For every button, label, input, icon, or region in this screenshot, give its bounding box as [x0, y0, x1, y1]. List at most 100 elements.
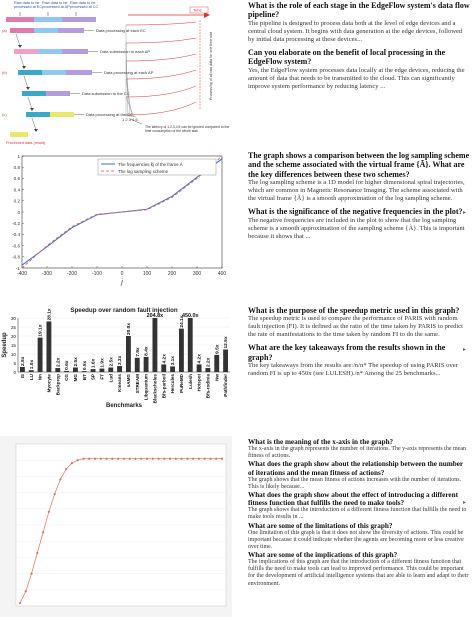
data-point — [30, 572, 33, 575]
question: What are some of the implications of thi… — [248, 551, 398, 560]
category-label: Kmeans — [117, 374, 122, 392]
category-label: CG — [64, 374, 69, 381]
panel-4-qa: What is the meaning of the x-axis in the… — [248, 438, 470, 588]
answer: The graph shows that the introduction of… — [248, 507, 467, 521]
legend-entry: The frequencies k̃j of the frame Ã — [118, 162, 183, 167]
data-point — [174, 457, 177, 460]
data-point — [180, 457, 183, 460]
latency-note-2: time consumption of the whole task — [145, 129, 198, 133]
bar — [223, 349, 229, 372]
bar — [64, 370, 70, 372]
y-tick-label: 30 — [11, 316, 17, 321]
answer: The implications of this graph are that … — [248, 559, 469, 587]
chart-title: Speedup over random fault injection — [70, 307, 177, 314]
answer: The graph shows that the mean fitness of… — [248, 476, 462, 490]
data-point — [76, 459, 79, 462]
row-label: Data processing at each EC — [96, 28, 146, 33]
answer: The pipeline is designed to process data… — [248, 19, 463, 43]
question: What are some of the limitations of this… — [248, 521, 393, 530]
legend: The frequencies k̃j of the frame Ã The lo… — [97, 158, 217, 176]
category-label: Backprop — [55, 374, 60, 395]
bar-value-label: 19.1x — [38, 324, 44, 336]
data-point — [197, 457, 201, 460]
answer: The x-axis in the graph represents the n… — [248, 446, 466, 460]
question: What is the meaning of the x-axis in the… — [248, 438, 394, 446]
top-label-ec: Raw data to be processed at EC — [14, 1, 42, 9]
speedup-bar-chart: Speedup over random fault injection Speed… — [0, 300, 232, 410]
data-point — [93, 457, 97, 460]
question: The graph shows a comparison between the… — [248, 151, 470, 179]
data-point — [47, 510, 50, 513]
bar — [178, 328, 184, 372]
bar-value-label: 4.2x — [161, 354, 167, 364]
x-tick-label: -400 — [17, 271, 27, 277]
category-label: Hercules — [170, 374, 175, 394]
answer: The speedup metric is used to compare th… — [248, 315, 463, 339]
data-point — [192, 457, 195, 460]
y-tick-label: 10 — [11, 352, 17, 357]
fitness-line-chart — [0, 436, 232, 617]
bar — [143, 356, 149, 372]
panel-2-qa: The graph shows a comparison between the… — [248, 151, 470, 245]
x-tick-label: 400 — [218, 271, 227, 277]
bar — [117, 366, 123, 372]
data-point — [82, 457, 85, 460]
y-tick-label: 5 — [13, 361, 16, 366]
data-point — [105, 457, 108, 460]
category-label: IS — [20, 374, 25, 378]
data-point — [122, 457, 125, 460]
x-tick-label: 300 — [193, 271, 202, 277]
side-mark: ▸ — [463, 500, 467, 506]
y-tick-label: 0 — [13, 370, 16, 375]
bar — [134, 357, 140, 372]
question: What is the significance of the negative… — [248, 207, 463, 217]
y-tick-label: 0.4 — [14, 187, 21, 192]
question: What is the role of each stage in the Ed… — [248, 1, 470, 20]
y-tick-label: 0 — [17, 210, 20, 215]
data-point — [36, 551, 39, 555]
y-tick-label: 15 — [11, 343, 17, 348]
panel-4: What is the meaning of the x-axis in the… — [0, 436, 474, 617]
bar-value-label: 204.8x — [147, 313, 164, 319]
data-point — [134, 457, 137, 460]
y-tick-label: 0.6 — [14, 176, 21, 181]
bar-value-label: 450.0x — [182, 313, 199, 319]
bar-value-label: 28.1x — [47, 308, 53, 320]
category-label: PuReMD — [179, 373, 184, 393]
x-tick-label: 0 — [121, 271, 124, 277]
time-label: Time — [193, 8, 203, 13]
bar — [81, 371, 87, 372]
category-label: sAMG — [126, 374, 131, 388]
bar — [46, 321, 52, 372]
category-label: Lulesh — [188, 374, 193, 389]
bar — [19, 366, 25, 372]
category-label: Bfs-rodinia — [206, 374, 211, 399]
pipeline-diagram-svg: Raw data to be processed at EC Raw data t… — [2, 1, 229, 145]
bar — [161, 364, 167, 372]
frequency-line-chart: 1 0.8 0.6 0.4 0.2 0 -0.2 -0.4 -0.6 -0.8 -1 -400 -300… — [0, 150, 232, 290]
category-label: Nn — [38, 374, 43, 380]
bar-value-label: 2.5x — [73, 357, 79, 367]
data-point — [215, 457, 218, 460]
bar — [125, 336, 131, 372]
data-point — [117, 457, 120, 460]
category-label: SP — [91, 374, 96, 380]
bar-value-label: 1.0x — [29, 360, 35, 370]
bar — [37, 337, 43, 372]
row-tag: (a) — [2, 28, 8, 33]
bar — [170, 366, 176, 372]
answer: The log sampling scheme is a 1D model fo… — [248, 179, 465, 203]
category-label: Bfs-parboil — [161, 374, 166, 398]
bottom-result-label: Processed data (result) — [6, 141, 46, 145]
category-label: Lud — [108, 374, 113, 383]
fitness-chart-svg — [0, 436, 232, 617]
top-label-ap: Raw data to be processed at AP — [42, 1, 70, 9]
bar-value-label: 2.2x — [55, 357, 61, 367]
side-mark: ▸ — [463, 347, 467, 353]
bar-value-label: 8.4x — [144, 346, 150, 356]
data-point — [99, 457, 102, 460]
x-tick-label: -200 — [67, 271, 77, 277]
category-label: Libquantum — [144, 374, 149, 400]
bar-value-label: 1.6x — [91, 358, 97, 368]
category-label: Myocyte — [47, 374, 52, 393]
